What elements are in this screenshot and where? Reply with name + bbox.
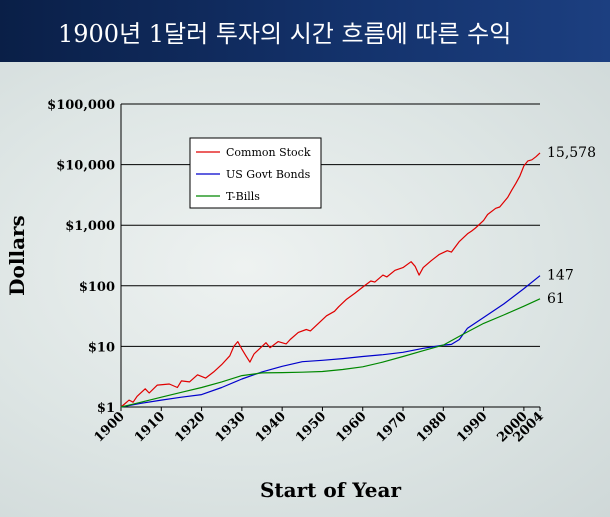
- x-tick-label: 1930: [212, 409, 248, 445]
- x-tick-label: 1950: [293, 409, 329, 445]
- x-tick-label: 1970: [374, 409, 410, 445]
- x-tick-label: 1990: [454, 409, 490, 445]
- title-bar: 1900년 1달러 투자의 시간 흐름에 따른 수익: [0, 0, 610, 62]
- y-tick-label: $10: [88, 340, 115, 355]
- y-tick-label: $1,000: [65, 219, 115, 234]
- x-tick-label: 1940: [253, 409, 289, 445]
- legend-label: US Govt Bonds: [226, 168, 311, 181]
- legend-label: T-Bills: [226, 190, 260, 203]
- series-line-us-govt-bonds: [120, 275, 541, 408]
- end-value-label: 15,578: [547, 145, 596, 161]
- x-tick-label: 1980: [414, 409, 450, 445]
- y-tick-label: $100: [79, 280, 115, 295]
- end-value-label: 61: [547, 291, 565, 307]
- y-axis-label: Dollars: [5, 215, 29, 296]
- x-axis-label: Start of Year: [260, 478, 402, 502]
- end-value-label: 147: [547, 268, 574, 284]
- legend-label: Common Stock: [226, 146, 311, 159]
- x-tick-label: 1960: [333, 409, 369, 445]
- x-tick-label: 1920: [172, 409, 208, 445]
- series-line-common-stock: [120, 152, 541, 408]
- y-tick-label: $100,000: [47, 98, 115, 113]
- x-tick-label: 1910: [132, 409, 168, 445]
- slide-title: 1900년 1달러 투자의 시간 흐름에 따른 수익: [58, 20, 512, 48]
- y-tick-label: $1: [97, 401, 115, 416]
- y-tick-label: $10,000: [56, 159, 115, 174]
- series-line-t-bills: [120, 298, 541, 408]
